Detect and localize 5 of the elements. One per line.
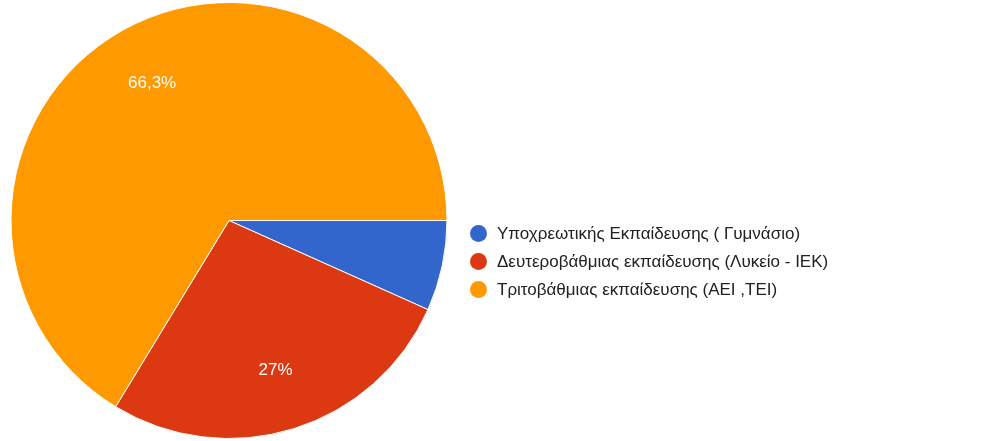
legend-label: Υποχρεωτικής Εκπαίδευσης ( Γυμνάσιο) [497, 223, 801, 245]
legend-label: Τριτοβάθμιας εκπαίδευσης (ΑΕΙ ,ΤΕΙ) [497, 279, 778, 301]
data-label: 66,3% [127, 73, 177, 93]
data-label: 27% [258, 360, 293, 380]
legend-label: Δευτεροβάθμιας εκπαίδευσης (Λυκείο - ΙΕΚ) [497, 251, 829, 273]
